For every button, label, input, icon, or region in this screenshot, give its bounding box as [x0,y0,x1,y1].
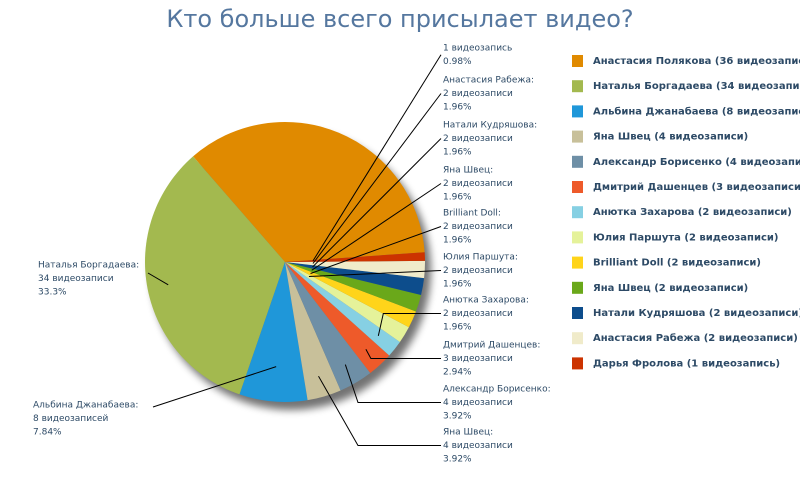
pie-slice [285,262,341,401]
legend-label: Александр Борисенко (4 видеозаписи) [593,157,800,168]
legend-label: Натали Кудряшова (2 видеозаписи) [593,308,800,319]
callout-line [308,270,442,278]
legend-swatch [572,105,583,118]
legend-swatch [572,55,583,67]
pie-slice [285,262,422,312]
pie-slice [285,262,416,328]
callout-line [312,138,442,268]
callout-label: Яна Швец: [443,166,493,176]
legend-swatch [572,231,583,244]
callout-label: Альбина Джанабаева: [33,401,138,411]
pie-slice [285,262,371,391]
legend-label: Анютка Захарова (2 видеозаписи) [593,207,792,218]
pie-slice [193,122,425,262]
chart-title: Кто больше всего присылает видео? [166,5,633,33]
legend-swatch [572,206,583,219]
callout-line [318,375,441,446]
callout-label: 2 видеозаписи [443,266,513,276]
callout-label: Александр Борисенко: [443,385,551,395]
pie-slice [285,262,400,356]
callout-label: 1.96% [443,236,472,246]
callout-label: 2 видеозаписи [443,134,513,144]
callout-label: 2 видеозаписи [443,222,513,232]
callout-line [312,93,442,264]
callout-label: 2 видеозаписи [443,309,513,319]
callout-label: Анастасия Рабежа: [443,76,534,86]
callout-label: 7.84% [33,428,62,438]
legend-label: Яна Швец (2 видеозаписи) [593,283,748,294]
callout-line [365,349,441,359]
callout-label: 8 видеозаписей [33,414,109,424]
callout-label: 0.98% [443,57,472,67]
callout-line [311,183,442,271]
callout-line [377,313,441,336]
legend-swatch [572,155,583,168]
legend-label: Наталья Боргадаева (34 видеозаписи) [593,81,800,92]
legend-label: Анастасия Полякова (36 видеозаписей) [593,56,800,67]
callout-line [147,272,169,286]
legend-swatch [572,181,583,193]
callout-label: 34 видеозаписи [38,274,114,284]
callout-label: 2 видеозаписи [443,179,513,189]
callout-label: Дмитрий Дашенцев: [443,341,540,351]
callout-label: 1.96% [443,193,472,203]
callout-label: 3.92% [443,455,472,465]
callout-label: 33.3% [38,288,67,298]
callout-label: 4 видеозаписи [443,441,513,451]
pie-slice [239,262,308,402]
legend-label: Brilliant Doll (2 видеозаписи) [593,258,761,269]
callout-label: 4 видеозаписи [443,398,513,408]
legend-label: Анастасия Рабежа (2 видеозаписи) [593,332,798,344]
callout-label: 1.96% [443,280,472,290]
pie-slice [285,262,409,342]
callout-label: 3.92% [443,412,472,422]
legend-swatch [572,332,583,345]
callout-label: 2.94% [443,368,472,378]
callout-line [310,226,442,274]
callout-label: Brilliant Doll: [443,209,501,219]
legend-label: Юлия Паршута (2 видеозаписи) [593,232,778,243]
legend-label: Дарья Фролова (1 видеозапись) [593,358,780,369]
callout-line [344,364,441,403]
callout-label: Наталья Боргадаева: [38,261,139,271]
pie-slice [285,262,390,374]
legend-swatch [572,80,583,93]
legend-label: Альбина Джанабаева (8 видеозаписей) [593,105,800,117]
legend-swatch [572,130,583,143]
pie-slice [145,156,285,395]
legend-label: Яна Швец (4 видеозаписи) [593,132,748,143]
callout-label: 1 видеозапись [443,44,512,54]
legend-swatch [572,307,583,319]
legend-swatch [572,357,583,370]
callout-label: 3 видеозаписи [443,354,513,364]
callout-label: Яна Швец: [443,428,493,438]
callout-line [312,54,442,262]
callout-label: Юлия Паршута: [443,253,518,263]
callout-label: Натали Кудряшова: [443,121,537,131]
callout-label: 1.96% [443,323,472,333]
legend: Анастасия Полякова (36 видеозаписей) Ната… [572,55,800,370]
callout-label: 1.96% [443,103,472,113]
legend-label: Дмитрий Дашенцев (3 видеозаписи) [593,182,800,193]
callout-label: Анютка Захарова: [443,296,529,306]
legend-swatch [572,281,583,294]
legend-swatch [572,256,583,269]
callout-label: 2 видеозаписи [443,89,513,99]
callout-label: 1.96% [443,148,472,158]
callout-line [152,366,277,408]
